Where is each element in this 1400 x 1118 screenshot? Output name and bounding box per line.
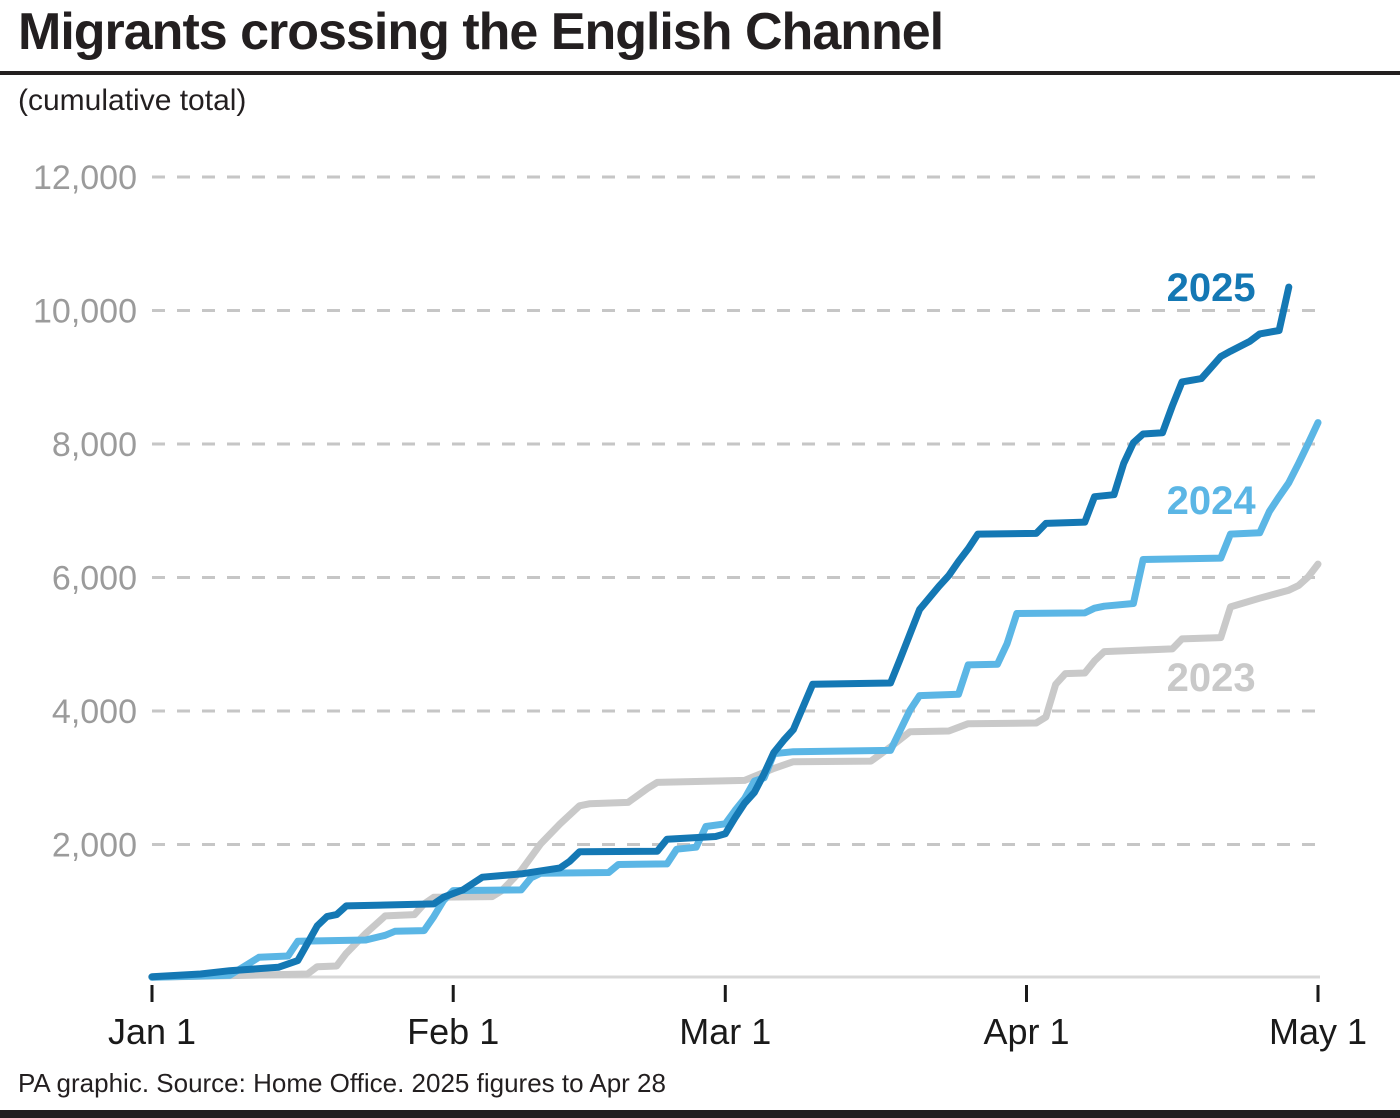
y-axis-label-4000: 4,000 [52,693,137,731]
chart-subtitle: (cumulative total) [18,84,247,117]
series-label-2024: 2024 [1167,479,1257,523]
y-axis-label-6000: 6,000 [52,560,137,598]
x-axis-label-Jan 1: Jan 1 [108,1011,196,1052]
series-line-2023 [148,560,1322,981]
y-axis-label-10000: 10,000 [33,293,137,331]
y-axis-label-12000: 12,000 [33,159,137,197]
x-axis-label-Feb 1: Feb 1 [407,1011,499,1052]
x-axis-label-Mar 1: Mar 1 [679,1011,771,1052]
series-label-2023: 2023 [1167,656,1256,700]
bottom-bar [0,1110,1400,1118]
x-axis-label-May 1: May 1 [1269,1011,1367,1052]
x-axis-label-Apr 1: Apr 1 [983,1011,1069,1052]
series-line-2024 [148,419,1322,981]
y-axis-label-8000: 8,000 [52,426,137,464]
series-line-2025 [148,283,1293,981]
y-axis-label-2000: 2,000 [52,827,137,865]
source-note: PA graphic. Source: Home Office. 2025 fi… [18,1068,666,1098]
title-rule [0,71,1400,75]
chart-title: Migrants crossing the English Channel [18,3,944,61]
series-label-2025: 2025 [1167,266,1256,310]
